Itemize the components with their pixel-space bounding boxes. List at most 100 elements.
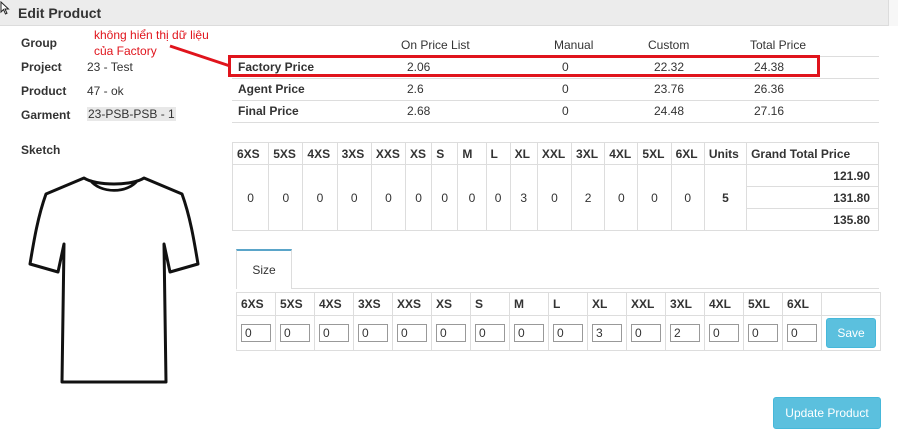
size-header-5xs: 5XS bbox=[275, 292, 315, 316]
qty-value-6xs: 0 bbox=[231, 164, 270, 231]
save-button[interactable]: Save bbox=[826, 318, 876, 348]
grand-total-agent: 131.80 bbox=[746, 186, 879, 209]
price-row-final: Final Price 2.68 0 24.48 27.16 bbox=[232, 100, 879, 123]
size-header-l: L bbox=[548, 292, 588, 316]
size-input-4xl[interactable] bbox=[709, 324, 739, 342]
annotation-line-2: của Factory bbox=[94, 44, 157, 58]
price-on-list: 2.6 bbox=[395, 78, 554, 101]
qty-header-l: L bbox=[485, 142, 511, 165]
qty-value-xs: 0 bbox=[405, 164, 433, 231]
qty-value-4xl: 0 bbox=[604, 164, 639, 231]
size-header-xs: XS bbox=[431, 292, 471, 316]
size-header-4xs: 4XS bbox=[314, 292, 354, 316]
price-total: 24.38 bbox=[744, 56, 879, 79]
size-header-3xl: 3XL bbox=[665, 292, 705, 316]
price-header-on-price-list: On Price List bbox=[395, 34, 554, 57]
size-input-s[interactable] bbox=[475, 324, 505, 342]
quantity-header-row: 6XS 5XS 4XS 3XS XXS XS S M L XL XXL 3XL … bbox=[231, 142, 879, 165]
size-header-xxl: XXL bbox=[626, 292, 666, 316]
size-header-6xs: 6XS bbox=[236, 292, 276, 316]
qty-header-units: Units bbox=[703, 142, 748, 165]
qty-value-6xl: 0 bbox=[670, 164, 705, 231]
size-header-4xl: 4XL bbox=[704, 292, 744, 316]
size-input-5xs[interactable] bbox=[280, 324, 310, 342]
qty-value-5xs: 0 bbox=[268, 164, 304, 231]
size-input-3xs[interactable] bbox=[358, 324, 388, 342]
price-row-label: Factory Price bbox=[232, 56, 395, 79]
size-header-xl: XL bbox=[587, 292, 627, 316]
qty-header-6xl: 6XL bbox=[670, 142, 705, 165]
tab-divider bbox=[292, 288, 879, 289]
price-total: 26.36 bbox=[744, 78, 879, 101]
qty-header-3xs: 3XS bbox=[336, 142, 372, 165]
modal-title: Edit Product bbox=[18, 5, 102, 21]
size-input-row: Save bbox=[236, 315, 881, 351]
qty-header-xxs: XXS bbox=[370, 142, 407, 165]
sketch-label: Sketch bbox=[21, 143, 61, 157]
price-manual: 0 bbox=[554, 100, 644, 123]
price-header-total: Total Price bbox=[744, 34, 879, 57]
size-input-xxl[interactable] bbox=[631, 324, 661, 342]
price-custom: 22.32 bbox=[644, 56, 744, 79]
update-product-button[interactable]: Update Product bbox=[773, 397, 881, 429]
qty-header-xl: XL bbox=[509, 142, 538, 165]
annotation-line-1: không hiển thị dữ liệu bbox=[94, 28, 209, 42]
group-label: Group bbox=[21, 36, 57, 50]
price-row-label: Agent Price bbox=[232, 78, 395, 101]
price-custom: 23.76 bbox=[644, 78, 744, 101]
size-header-m: M bbox=[509, 292, 549, 316]
qty-header-s: S bbox=[431, 142, 459, 165]
garment-label: Garment bbox=[21, 108, 71, 122]
qty-value-5xl: 0 bbox=[637, 164, 672, 231]
qty-value-3xl: 2 bbox=[571, 164, 606, 231]
size-input-m[interactable] bbox=[514, 324, 544, 342]
price-header-row: On Price List Manual Custom Total Price bbox=[232, 34, 879, 57]
size-input-6xs[interactable] bbox=[241, 324, 271, 342]
product-label: Product bbox=[21, 84, 67, 98]
size-input-xxs[interactable] bbox=[397, 324, 427, 342]
grand-total-factory: 121.90 bbox=[746, 164, 879, 187]
garment-value: 23-PSB-PSB - 1 bbox=[87, 107, 176, 121]
price-on-list: 2.06 bbox=[395, 56, 554, 79]
size-input-xs[interactable] bbox=[436, 324, 466, 342]
size-input-4xs[interactable] bbox=[319, 324, 349, 342]
price-total: 27.16 bbox=[744, 100, 879, 123]
tab-size[interactable]: Size bbox=[236, 249, 292, 289]
product-value: 47 - ok bbox=[87, 84, 124, 98]
price-row-factory: Factory Price 2.06 0 22.32 24.38 bbox=[232, 56, 879, 79]
qty-header-3xl: 3XL bbox=[571, 142, 606, 165]
qty-header-grand-total: Grand Total Price bbox=[746, 142, 879, 165]
qty-value-xl: 3 bbox=[509, 164, 538, 231]
grand-total-row: 131.80 bbox=[233, 186, 879, 209]
qty-units-value: 5 bbox=[703, 164, 748, 231]
close-button[interactable] bbox=[888, 0, 898, 26]
qty-header-4xs: 4XS bbox=[302, 142, 338, 165]
qty-value-m: 0 bbox=[457, 164, 487, 231]
price-custom: 24.48 bbox=[644, 100, 744, 123]
qty-header-xs: XS bbox=[405, 142, 433, 165]
size-input-xl[interactable] bbox=[592, 324, 622, 342]
size-header-3xs: 3XS bbox=[353, 292, 393, 316]
size-input-6xl[interactable] bbox=[787, 324, 817, 342]
size-input-5xl[interactable] bbox=[748, 324, 778, 342]
size-header-action bbox=[821, 292, 881, 316]
qty-value-3xs: 0 bbox=[336, 164, 372, 231]
mouse-cursor-icon bbox=[0, 1, 10, 15]
qty-header-5xl: 5XL bbox=[637, 142, 672, 165]
qty-value-xxl: 0 bbox=[536, 164, 573, 231]
size-header-6xl: 6XL bbox=[782, 292, 822, 316]
size-header-5xl: 5XL bbox=[743, 292, 783, 316]
price-row-label: Final Price bbox=[232, 100, 395, 123]
qty-header-4xl: 4XL bbox=[604, 142, 639, 165]
size-input-l[interactable] bbox=[553, 324, 583, 342]
qty-header-xxl: XXL bbox=[536, 142, 573, 165]
qty-value-4xs: 0 bbox=[302, 164, 338, 231]
tshirt-sketch-icon bbox=[28, 176, 200, 384]
size-input-3xl[interactable] bbox=[670, 324, 700, 342]
size-header-s: S bbox=[470, 292, 510, 316]
modal-header: Edit Product bbox=[0, 0, 898, 26]
size-header-row: 6XS 5XS 4XS 3XS XXS XS S M L XL XXL 3XL … bbox=[236, 292, 881, 316]
quantity-table: 6XS 5XS 4XS 3XS XXS XS S M L XL XXL 3XL … bbox=[231, 142, 879, 231]
qty-header-5xs: 5XS bbox=[268, 142, 304, 165]
size-header-xxs: XXS bbox=[392, 292, 432, 316]
